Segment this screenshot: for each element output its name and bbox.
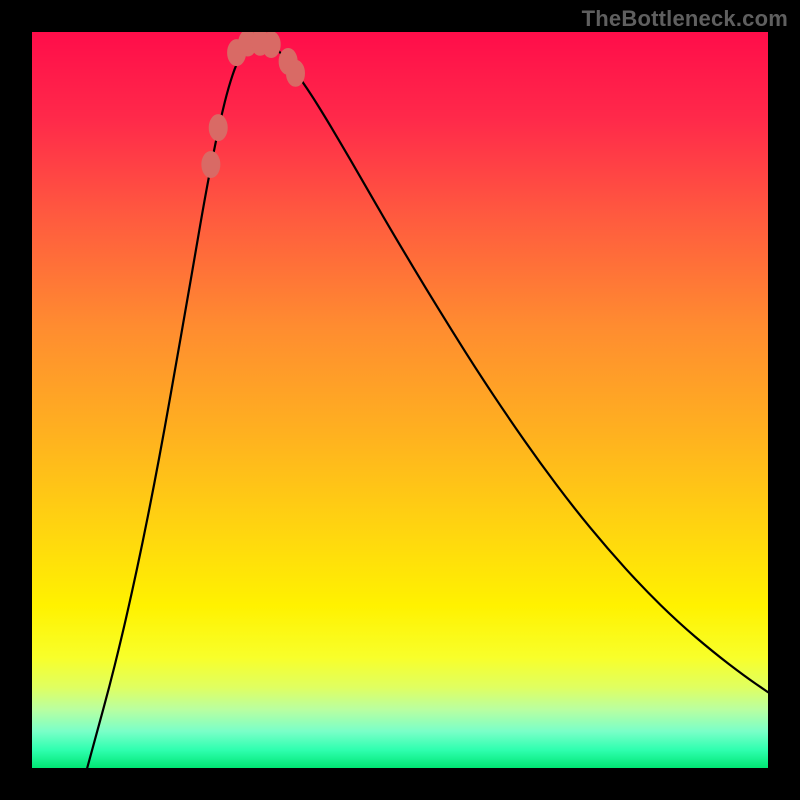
curve-marker [209,115,227,141]
bottleneck-curve-chart [32,32,768,768]
plot-background [32,32,768,768]
chart-canvas: TheBottleneck.com [0,0,800,800]
curve-marker [262,32,280,58]
watermark-text: TheBottleneck.com [582,6,788,32]
curve-marker [286,60,304,86]
plot-area [32,32,768,768]
curve-marker [202,151,220,177]
